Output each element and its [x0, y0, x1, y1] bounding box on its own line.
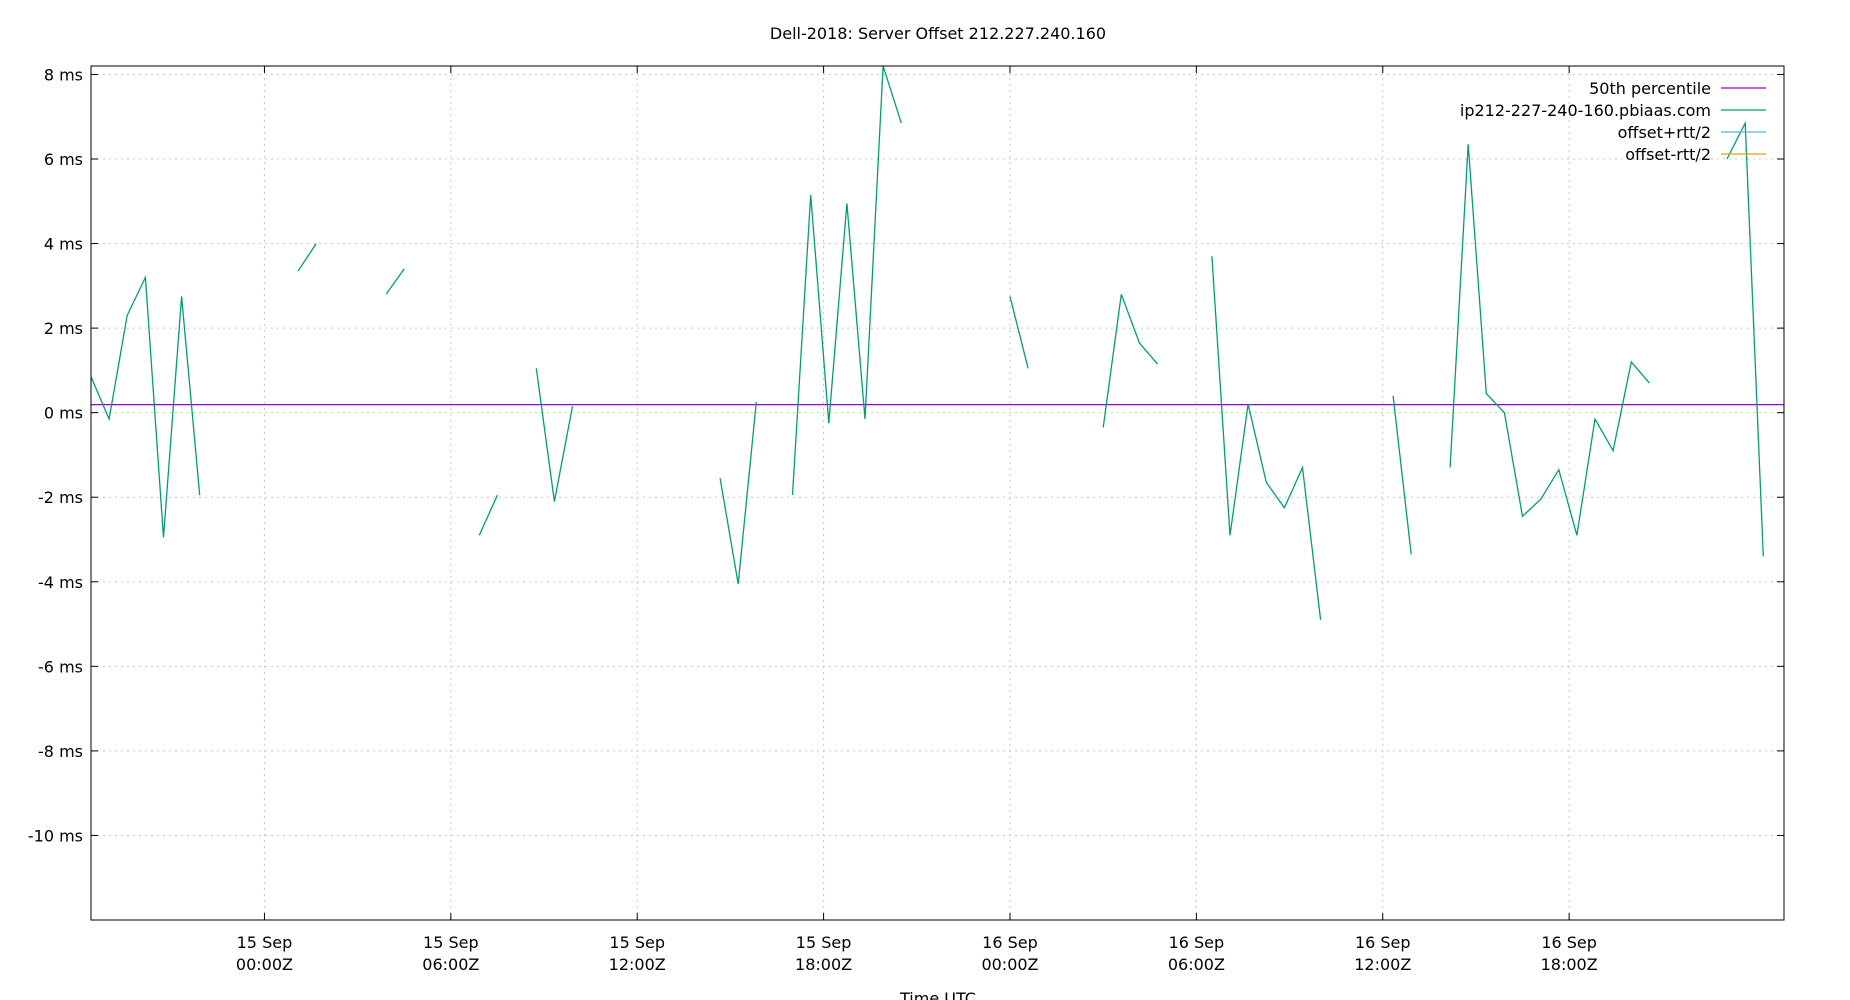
series-line-segment — [1211, 256, 1322, 620]
y-tick-label: -2 ms — [38, 488, 83, 507]
chart-title: Dell-2018: Server Offset 212.227.240.160 — [770, 24, 1106, 43]
series-line-segment — [385, 268, 405, 295]
x-tick-label: 18:00Z — [795, 955, 852, 974]
x-tick-label: 16 Sep — [1541, 933, 1597, 952]
series-line-segment — [1102, 294, 1158, 428]
label-layer: 8 ms 6 ms 4 ms 2 ms 0 ms -2 ms -4 ms -6 ms -8 ms… — [28, 65, 1598, 974]
grid-layer — [91, 66, 1784, 920]
x-tick-label: 15 Sep — [423, 933, 479, 952]
series-line-segment — [90, 274, 201, 538]
x-tick-label: 16 Sep — [1355, 933, 1411, 952]
series-line-segment — [535, 368, 574, 502]
y-tick-label: -8 ms — [38, 742, 83, 761]
series-line-segment — [1449, 144, 1650, 536]
y-tick-label: -10 ms — [28, 826, 83, 845]
legend-label: offset+rtt/2 — [1618, 123, 1711, 142]
y-tick-label: -4 ms — [38, 573, 83, 592]
series-line-segment — [478, 494, 498, 536]
legend-label: 50th percentile — [1589, 79, 1711, 98]
x-tick-label: 16 Sep — [982, 933, 1038, 952]
x-axis-label: Time UTC — [899, 989, 976, 1000]
x-tick-label: 16 Sep — [1169, 933, 1225, 952]
plot-frame — [90, 65, 1785, 921]
y-tick-label: 8 ms — [44, 65, 83, 84]
x-tick-label: 15 Sep — [796, 933, 852, 952]
x-tick-label: 00:00Z — [981, 955, 1038, 974]
series-line-segment — [1392, 395, 1412, 555]
series-line-segment — [791, 65, 902, 496]
x-tick-label: 15 Sep — [609, 933, 665, 952]
x-tick-label: 18:00Z — [1541, 955, 1598, 974]
y-tick-label: -6 ms — [38, 657, 83, 676]
y-tick-label: 2 ms — [44, 319, 83, 338]
series-line-segment — [1726, 120, 1764, 557]
x-tick-label: 00:00Z — [236, 955, 293, 974]
y-tick-label: 0 ms — [44, 404, 83, 423]
y-tick-label: 4 ms — [44, 235, 83, 254]
series-line-segment — [1009, 296, 1029, 369]
x-tick-label: 15 Sep — [237, 933, 293, 952]
x-tick-label: 12:00Z — [1354, 955, 1411, 974]
series-line-segment — [719, 402, 757, 585]
x-tick-label: 06:00Z — [1168, 955, 1225, 974]
legend-label: offset-rtt/2 — [1625, 145, 1711, 164]
series-line-segment — [297, 243, 317, 272]
tick-layer — [91, 66, 1784, 920]
x-tick-label: 12:00Z — [609, 955, 666, 974]
legend-label: ip212-227-240-160.pbiaas.com — [1460, 101, 1711, 120]
series-layer — [90, 65, 1764, 620]
legend: 50th percentile ip212-227-240-160.pbiaas.… — [1460, 79, 1766, 164]
y-tick-label: 6 ms — [44, 150, 83, 169]
x-tick-label: 06:00Z — [422, 955, 479, 974]
